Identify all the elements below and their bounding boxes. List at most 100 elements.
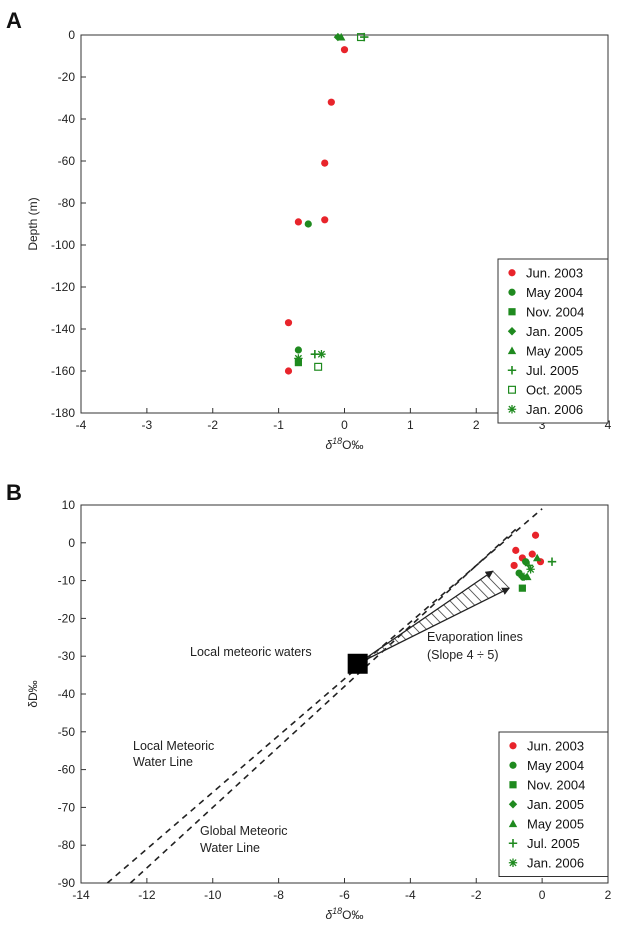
- chart-b-hatch-line: [473, 583, 489, 599]
- chart-a-point-jun-2003-shape: [340, 46, 349, 54]
- chart-b-point-jun-2003: [510, 561, 518, 570]
- chart-a-point-jun-2003: [327, 98, 335, 106]
- chart-b-legend-marker-nov-2004-shape: [509, 781, 517, 789]
- chart-b-point-jan-2006-shape: [519, 572, 529, 582]
- chart-b-annotation-gmwl-line2: Water Line: [200, 841, 260, 855]
- chart-a-point-jun-2003-shape: [294, 218, 302, 226]
- chart-a-legend-marker-jan-2006: [507, 405, 517, 414]
- chart-b-point-jun-2003-shape: [510, 561, 518, 570]
- chart-a-point-jun-2003-shape: [321, 159, 329, 167]
- chart-b-hatch-edge: [492, 570, 510, 589]
- chart-a-legend-label-nov-2004: Nov. 2004: [526, 304, 584, 319]
- chart-a-x-tick-label: 4: [605, 418, 612, 432]
- chart-b-point-jul-2005-shape: [547, 557, 557, 566]
- chart-a-point-may-2004: [294, 346, 302, 354]
- chart-a-point-oct-2005: [356, 33, 365, 42]
- chart-a-point-jun-2003: [321, 216, 329, 224]
- chart-a-legend-marker-oct-2005: [508, 385, 517, 394]
- chart-b-legend-marker-jul-2005: [508, 839, 518, 848]
- chart-a-point-jun-2003: [284, 319, 293, 327]
- chart-a-legend-marker-jan-2005-shape: [507, 327, 517, 336]
- chart-a-x-tick-label: 0: [341, 418, 348, 432]
- chart-b-hatch-line: [449, 600, 462, 613]
- chart-a-point-jan-2006-shape: [317, 350, 326, 359]
- chart-b-x-tick-label: 2: [605, 888, 612, 902]
- chart-b-line-local-meteoric-water-line: [106, 508, 543, 883]
- chart-b-legend-label-jan-2005: Jan. 2005: [527, 797, 584, 812]
- chart-a-point-may-2004: [304, 220, 312, 228]
- chart-a-x-axis-label-suffix: O‰: [342, 438, 363, 452]
- chart-a-legend-box: [497, 258, 609, 424]
- chart-b-y-tick-label: -90: [58, 876, 76, 890]
- chart-b-legend-marker-jan-2005: [508, 800, 518, 809]
- chart-b-legend-marker-may-2004-shape: [509, 761, 517, 769]
- chart-a-point-jan-2006: [317, 350, 326, 359]
- chart-b-x-tick-label: -4: [405, 888, 416, 902]
- chart-b-annotation-evaporation-lines: Evaporation lines: [427, 630, 523, 644]
- chart-a-legend-label-jan-2005: Jan. 2005: [526, 324, 583, 339]
- chart-b-hatch-line: [486, 575, 503, 592]
- chart-a-legend-marker-may-2004-shape: [508, 288, 516, 296]
- chart-b-x-axis-label: δ18O‰: [325, 906, 363, 922]
- chart-b-x-axis-label-prefix: δ: [325, 908, 332, 922]
- chart-b-annotation-gmwl-line1: Global Meteoric: [200, 824, 288, 838]
- chart-b-y-tick-label: -10: [58, 574, 76, 588]
- chart-a-legend-label-jun-2003: Jun. 2003: [526, 265, 583, 280]
- chart-b-hatch-line: [424, 617, 434, 627]
- chart-a-y-tick-label: -20: [58, 70, 76, 84]
- chart-b-hatch-line: [394, 638, 400, 644]
- chart-b-point-nov-2004-shape: [518, 584, 526, 592]
- chart-b-point-nov-2004: [518, 584, 526, 592]
- chart-a-legend-label-may-2004: May 2004: [526, 285, 583, 300]
- chart-b-x-tick-label: -10: [204, 888, 222, 902]
- chart-b-legend-label-nov-2004: Nov. 2004: [527, 777, 585, 792]
- chart-b-hatch-line: [381, 646, 386, 651]
- chart-a-legend-marker-jan-2006-shape: [507, 405, 517, 414]
- chart-b-legend-label-may-2005: May 2005: [527, 816, 584, 831]
- chart-a-legend-label-jan-2006: Jan. 2006: [526, 402, 583, 417]
- chart-b-evaporation-arrow-lower: [357, 587, 511, 665]
- chart-a-point-oct-2005-shape: [314, 362, 323, 371]
- chart-b-hatch-line: [480, 579, 496, 596]
- chart-a-x-tick-label: 2: [473, 418, 480, 432]
- chart-a-y-tick-label: -40: [58, 112, 76, 126]
- chart-b-x-axis-label-suffix: O‰: [342, 908, 363, 922]
- chart-a-y-tick-label: -100: [51, 238, 75, 252]
- chart-a-point-may-2004-shape: [304, 220, 312, 228]
- chart-b-y-tick-label: -50: [58, 725, 76, 739]
- chart-b-hatch-line: [437, 608, 448, 620]
- chart-b-legend-marker-jan-2006-shape: [508, 858, 518, 867]
- chart-b-hatch-line: [406, 629, 414, 637]
- chart-b-annotation-evaporation-slope: (Slope 4 ÷ 5): [427, 648, 498, 662]
- chart-b-point-jun-2003: [531, 531, 540, 539]
- chart-a-point-jun-2003-shape: [321, 216, 329, 224]
- chart-a-y-tick-label: -80: [58, 196, 76, 210]
- chart-a-x-tick-label: -4: [76, 418, 87, 432]
- chart-b-x-tick-label: -12: [138, 888, 156, 902]
- chart-b-hatch-line: [388, 642, 393, 647]
- chart-b-y-tick-label: 0: [68, 536, 75, 550]
- chart-b-y-tick-label: 10: [62, 498, 76, 512]
- chart-a-point-oct-2005-shape: [356, 33, 365, 42]
- chart-b-hatch-line: [443, 604, 455, 616]
- chart-a-x-tick-label: 1: [407, 418, 414, 432]
- chart-b-legend-marker-may-2004: [509, 761, 517, 769]
- chart-b-point-jul-2005: [547, 557, 557, 566]
- chart-b-y-tick-label: -70: [58, 800, 76, 814]
- chart-b-legend-marker-jan-2006: [508, 858, 518, 867]
- chart-a-legend-marker-jul-2005: [507, 366, 517, 375]
- chart-a-point-jan-2006: [294, 354, 303, 363]
- chart-a-legend-marker-jun-2003: [508, 269, 516, 277]
- chart-b-legend-label-jun-2003: Jun. 2003: [527, 738, 584, 753]
- chart-b-legend-marker-jun-2003-shape: [509, 742, 517, 750]
- chart-b-legend-marker-nov-2004: [509, 781, 517, 789]
- chart-a-legend-marker-nov-2004-shape: [508, 308, 516, 316]
- chart-a-legend-label-oct-2005: Oct. 2005: [526, 382, 582, 397]
- panel-a-letter: A: [6, 8, 22, 33]
- chart-a-point-may-2005-shape: [337, 32, 346, 41]
- chart-a-legend-marker-oct-2005-shape: [508, 385, 517, 394]
- chart-a-legend-marker-jun-2003-shape: [508, 269, 516, 277]
- chart-a-legend-marker-nov-2004: [508, 308, 516, 316]
- chart-b-evaporation-arrow-upper: [357, 570, 494, 665]
- chart-b-y-tick-label: -30: [58, 649, 76, 663]
